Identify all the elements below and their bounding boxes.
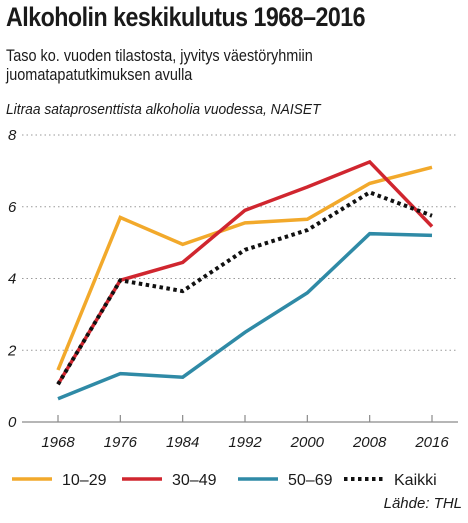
gridlines xyxy=(22,134,458,351)
x-tick-label: 2016 xyxy=(414,434,449,451)
series-line-10-29 xyxy=(56,165,433,371)
x-tick-label: 1968 xyxy=(41,434,75,451)
y-tick-label: 6 xyxy=(8,199,17,216)
series-line-kaikki xyxy=(56,190,433,386)
x-tick-label: 1984 xyxy=(166,434,199,451)
source-note: Lähde: THL xyxy=(383,495,462,512)
y-tick-label: 2 xyxy=(7,342,17,359)
axes: 0 2 4 6 8 1968 1976 1984 1992 2000 2008 2016 xyxy=(7,127,458,451)
legend-label: Kaikki xyxy=(394,472,437,489)
series-line-50-69 xyxy=(57,231,433,401)
legend-label: 50–69 xyxy=(288,472,333,489)
x-tick-label: 1992 xyxy=(228,434,262,451)
x-tick-label: 2008 xyxy=(352,434,387,451)
subtitle-line-1: Taso ko. vuoden tilastosta, jyvitys väes… xyxy=(6,46,313,65)
chart-subtitle: Taso ko. vuoden tilastosta, jyvitys väes… xyxy=(6,46,448,84)
x-tick-label: 2000 xyxy=(290,434,325,451)
legend-label: 30–49 xyxy=(172,472,217,489)
y-tick-label: 8 xyxy=(8,127,17,144)
y-tick-label: 0 xyxy=(8,414,17,431)
y-tick-label: 4 xyxy=(8,271,16,288)
series-line-30-49 xyxy=(56,159,434,386)
legend-label: 10–29 xyxy=(62,472,107,489)
x-tick-label: 1976 xyxy=(104,434,138,451)
series-lines xyxy=(56,159,434,401)
chart-title: Alkoholin keskikulutus 1968–2016 xyxy=(6,2,366,32)
unit-label: Litraa sataprosenttista alkoholia vuodes… xyxy=(6,101,321,118)
legend: 10–29 30–49 50–69 Kaikki xyxy=(12,472,437,489)
subtitle-line-2: juomatapatutkimuksen avulla xyxy=(6,65,193,84)
